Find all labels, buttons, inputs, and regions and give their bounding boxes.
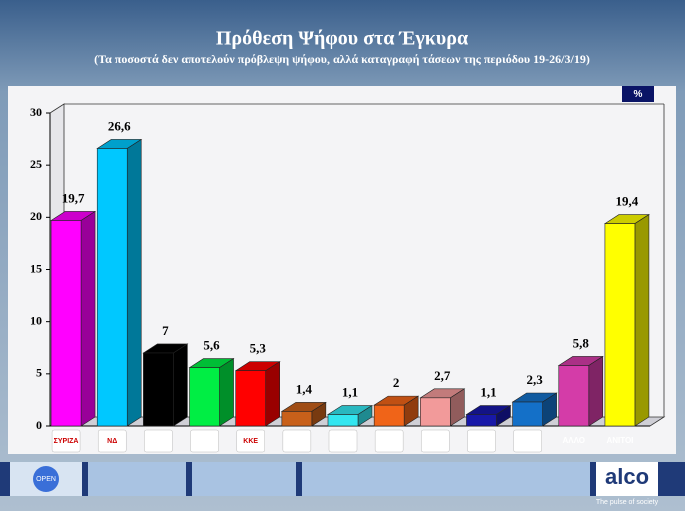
brand-tagline: The pulse of society [596, 499, 659, 506]
value-label: 2,3 [526, 372, 543, 387]
footer-box [88, 462, 186, 496]
value-label: 19,4 [616, 194, 639, 209]
value-label: 1,4 [296, 381, 313, 396]
bar-side [588, 355, 604, 427]
bar-side [173, 343, 188, 427]
value-label: 2,7 [434, 368, 451, 383]
category-logo [374, 429, 404, 453]
category-logo [51, 429, 81, 453]
x-tick-label: ΣΥΡΙΖΑ [54, 438, 79, 445]
value-label: 1,1 [342, 385, 358, 400]
x-tick-label: ΑΝΙΤΟΙ [606, 436, 633, 445]
bar-side [219, 358, 234, 427]
value-label: 1,1 [480, 385, 496, 400]
bar [466, 414, 497, 427]
bar [327, 414, 359, 427]
y-tick-label: 25 [30, 157, 42, 171]
y-tick-label: 10 [30, 313, 42, 327]
category-logo [328, 429, 358, 453]
value-label: 2 [393, 375, 400, 390]
chart-subtitle: (Τα ποσοστά δεν αποτελούν πρόβλεψη ψήφου… [94, 52, 590, 66]
bar [373, 404, 405, 427]
bar-side [634, 214, 650, 427]
bar [420, 397, 451, 427]
category-logo [513, 429, 542, 453]
category-logo [236, 429, 265, 453]
category-logo [190, 429, 219, 453]
bar-side [126, 138, 142, 427]
value-label: 5,6 [203, 338, 220, 353]
x-tick-label: ΚΚΕ [243, 438, 258, 445]
bar [189, 367, 220, 427]
y-tick-label: 5 [36, 366, 42, 380]
category-logo [282, 429, 312, 453]
bar [96, 148, 128, 427]
unit-badge [622, 86, 654, 102]
y-tick-label: 30 [30, 105, 42, 119]
category-logo [144, 429, 173, 453]
y-tick-label: 15 [30, 261, 42, 275]
footer-box [192, 462, 296, 496]
x-tick-label: ΝΔ [107, 438, 117, 445]
value-label: 26,6 [108, 118, 131, 133]
bar [281, 411, 313, 427]
brand-box [596, 462, 658, 496]
x-tick-label: ΑΛΛΟ [563, 436, 585, 445]
footer-box [302, 462, 590, 496]
bar [50, 220, 82, 427]
value-label: 5,3 [250, 341, 267, 356]
bar [235, 370, 266, 427]
y-tick-label: 0 [36, 418, 42, 432]
y-tick-label: 20 [30, 209, 42, 223]
bar-side [80, 210, 96, 427]
bar [558, 365, 590, 427]
category-logo [97, 429, 127, 453]
channel-logo [33, 466, 59, 492]
bar [143, 352, 174, 427]
bar [512, 401, 543, 427]
category-logo [467, 429, 496, 453]
chart-title: Πρόθεση Ψήφου στα Έγκυρα [216, 28, 468, 50]
unit-label: % [634, 89, 643, 100]
channel-label: OPEN [36, 476, 56, 483]
bar [604, 223, 636, 427]
bar-side [265, 361, 280, 427]
brand: alco [605, 464, 649, 489]
value-label: 7 [162, 323, 169, 338]
value-label: 5,8 [573, 335, 590, 350]
value-label: 19,7 [62, 190, 85, 205]
category-logo [421, 429, 450, 453]
